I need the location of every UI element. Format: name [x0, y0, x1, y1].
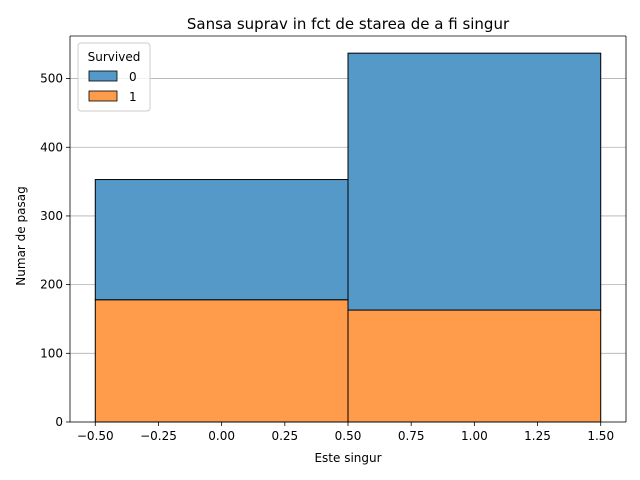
bar-survived-1-bin-0	[94, 299, 349, 423]
bar-survived-0-bin-0	[94, 179, 349, 301]
x-tick-label-6: 1.00	[461, 429, 488, 443]
x-tick-label-7: 1.25	[524, 429, 551, 443]
x-tick-label-8: 1.50	[587, 429, 614, 443]
y-tick-label-1: 100	[40, 346, 63, 360]
y-tick-label-2: 200	[40, 278, 63, 292]
x-tick-label-1: −0.25	[140, 429, 177, 443]
axes	[69, 35, 627, 423]
y-ticks: 0 100 200 300 400 500	[40, 72, 70, 429]
x-tick-label-4: 0.50	[335, 429, 362, 443]
y-axis-label: Numar de pasag	[14, 186, 28, 285]
bar-survived-0-bin-1	[347, 52, 602, 311]
y-tick-label-4: 400	[40, 140, 63, 154]
x-tick-label-2: 0.00	[208, 429, 235, 443]
bars	[94, 52, 602, 423]
legend-swatch-1	[88, 90, 118, 102]
legend-label-0: 0	[129, 70, 137, 84]
x-tick-label-3: 0.25	[271, 429, 298, 443]
x-axis-label: Este singur	[314, 451, 381, 465]
legend-label-1: 1	[129, 90, 137, 104]
y-tick-label-3: 300	[40, 209, 63, 223]
chart-title: Sansa suprav in fct de starea de a fi si…	[187, 15, 510, 33]
x-ticks: −0.50 −0.25 0.00 0.25 0.50 0.75 1.00 1.25 1.50	[77, 422, 614, 443]
legend-title: Survived	[88, 50, 141, 64]
legend: Survived 0 1	[77, 42, 151, 112]
y-tick-label-0: 0	[55, 415, 63, 429]
y-tick-label-5: 500	[40, 72, 63, 86]
x-tick-label-5: 0.75	[398, 429, 425, 443]
legend-swatch-0	[88, 70, 118, 82]
x-tick-label-0: −0.50	[77, 429, 114, 443]
bar-survived-1-bin-1	[347, 309, 602, 423]
